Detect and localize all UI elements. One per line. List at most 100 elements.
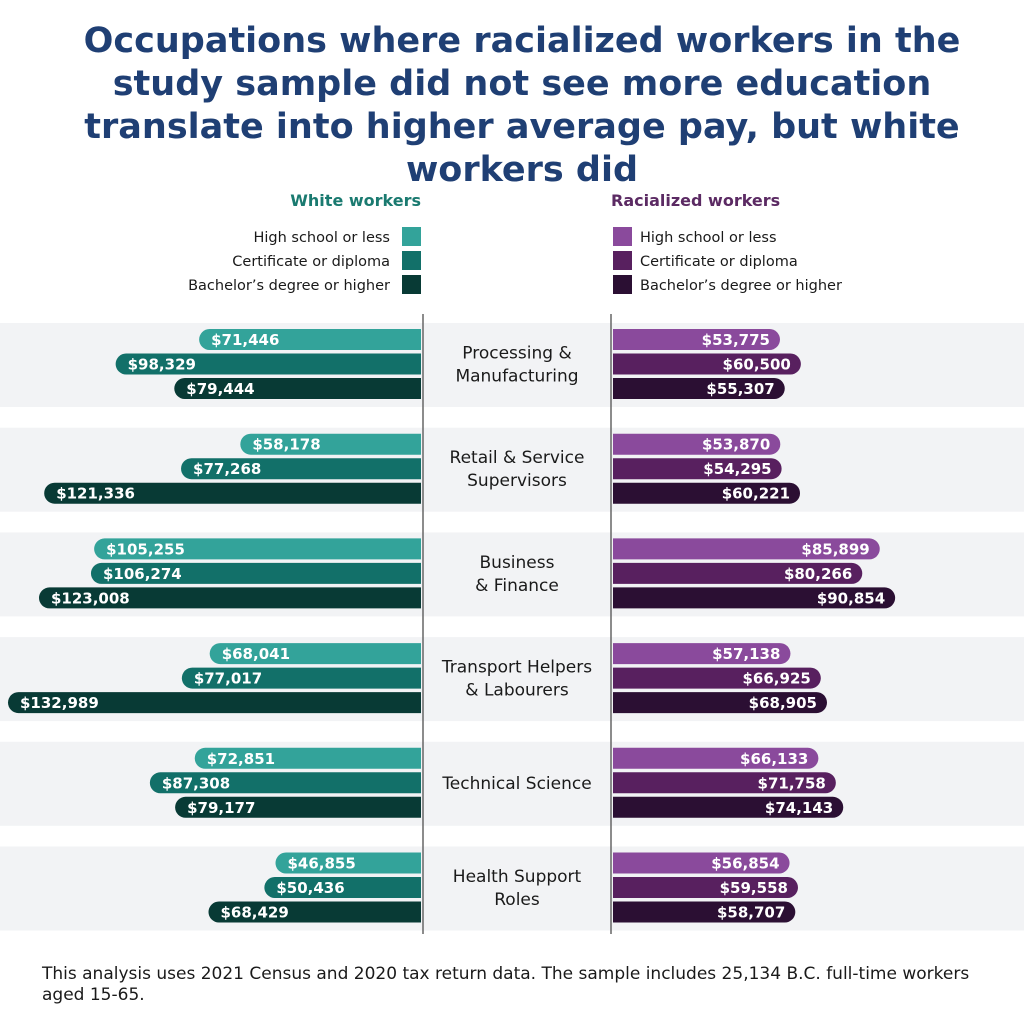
legend-swatch-white-bachelor-s-degree-or-higher: [402, 275, 421, 294]
bar-racialized-transport-helpers-labourers-bachelor-s-degree-or-higher: [613, 692, 827, 714]
bar-racialized-transport-helpers-labourers-high-school-or-less: [613, 643, 791, 665]
bar-white-health-support-roles-high-school-or-less: [275, 852, 421, 874]
bar-label-white-health-support-roles-high-school-or-less: $46,855: [287, 855, 355, 873]
bar-label-white-processing-manufacturing-certificate-or-diploma: $98,329: [128, 356, 196, 374]
category-label-retail-service-supervisors-line-2: Supervisors: [467, 471, 567, 491]
legend-title-white: White workers: [290, 191, 421, 210]
bar-label-racialized-processing-manufacturing-high-school-or-less: $53,775: [702, 331, 770, 349]
bar-label-racialized-retail-service-supervisors-bachelor-s-degree-or-higher: $60,221: [722, 485, 790, 503]
bar-label-racialized-retail-service-supervisors-high-school-or-less: $53,870: [702, 436, 770, 454]
category-label-transport-helpers-labourers-line-2: & Labourers: [465, 681, 569, 701]
category-label-health-support-roles-line-2: Roles: [494, 890, 540, 910]
bar-racialized-business-finance-high-school-or-less: [613, 538, 880, 560]
bar-white-transport-helpers-labourers-certificate-or-diploma: [181, 667, 421, 689]
bar-label-white-retail-service-supervisors-bachelor-s-degree-or-higher: $121,336: [56, 485, 135, 503]
bar-label-racialized-technical-science-high-school-or-less: $66,133: [740, 750, 808, 768]
bar-label-white-health-support-roles-bachelor-s-degree-or-higher: $68,429: [220, 904, 288, 922]
bar-white-transport-helpers-labourers-bachelor-s-degree-or-higher: [8, 692, 422, 714]
bar-label-white-retail-service-supervisors-high-school-or-less: $58,178: [252, 436, 320, 454]
bar-white-processing-manufacturing-certificate-or-diploma: [115, 353, 421, 375]
bar-label-racialized-processing-manufacturing-bachelor-s-degree-or-higher: $55,307: [706, 380, 774, 398]
bar-racialized-processing-manufacturing-bachelor-s-degree-or-higher: [613, 378, 785, 399]
bar-racialized-transport-helpers-labourers-certificate-or-diploma: [613, 667, 821, 689]
bar-label-racialized-transport-helpers-labourers-high-school-or-less: $57,138: [712, 645, 780, 663]
bar-label-racialized-processing-manufacturing-certificate-or-diploma: $60,500: [723, 356, 791, 374]
bar-label-racialized-technical-science-certificate-or-diploma: $71,758: [758, 774, 826, 792]
bar-racialized-technical-science-high-school-or-less: [613, 747, 819, 769]
bar-white-health-support-roles-certificate-or-diploma: [264, 877, 421, 898]
bar-white-processing-manufacturing-bachelor-s-degree-or-higher: [174, 378, 421, 399]
category-label-transport-helpers-labourers-line-1: Transport Helpers: [441, 658, 592, 678]
bar-racialized-business-finance-certificate-or-diploma: [613, 562, 863, 584]
bar-label-white-business-finance-certificate-or-diploma: $106,274: [103, 565, 182, 583]
bar-label-white-technical-science-bachelor-s-degree-or-higher: $79,177: [187, 799, 255, 817]
bar-white-business-finance-certificate-or-diploma: [90, 562, 422, 584]
bar-label-racialized-business-finance-certificate-or-diploma: $80,266: [784, 565, 852, 583]
bar-white-technical-science-bachelor-s-degree-or-higher: [175, 796, 421, 818]
bar-label-racialized-transport-helpers-labourers-certificate-or-diploma: $66,925: [743, 670, 811, 688]
bar-white-processing-manufacturing-high-school-or-less: [199, 329, 421, 350]
bar-label-racialized-health-support-roles-certificate-or-diploma: $59,558: [720, 879, 788, 897]
bar-white-transport-helpers-labourers-high-school-or-less: [209, 643, 421, 665]
bar-racialized-technical-science-certificate-or-diploma: [613, 772, 836, 794]
legend-label-white-certificate-or-diploma: Certificate or diploma: [232, 254, 390, 270]
category-bands: [0, 323, 1024, 931]
category-label-processing-manufacturing-line-1: Processing &: [462, 344, 571, 364]
category-label-processing-manufacturing-line-2: Manufacturing: [455, 367, 578, 387]
legend: White workers Racialized workers High scho…: [188, 191, 842, 294]
bar-label-white-processing-manufacturing-bachelor-s-degree-or-higher: $79,444: [186, 380, 254, 398]
bar-label-racialized-health-support-roles-bachelor-s-degree-or-higher: $58,707: [717, 904, 785, 922]
bar-white-technical-science-certificate-or-diploma: [149, 772, 421, 794]
chart-title: Occupations where racialized workers in …: [83, 21, 961, 190]
category-labels: Processing & Manufacturing Retail & Servic…: [441, 344, 592, 911]
bar-label-white-transport-helpers-labourers-high-school-or-less: $68,041: [222, 645, 290, 663]
bar-racialized-health-support-roles-bachelor-s-degree-or-higher: [613, 901, 796, 923]
bar-label-white-health-support-roles-certificate-or-diploma: $50,436: [276, 879, 344, 897]
bar-racialized-retail-service-supervisors-bachelor-s-degree-or-higher: [613, 482, 801, 504]
legend-label-white-high-school-or-less: High school or less: [253, 230, 390, 246]
legend-swatch-racialized-certificate-or-diploma: [613, 251, 632, 270]
bar-label-white-transport-helpers-labourers-bachelor-s-degree-or-higher: $132,989: [20, 694, 99, 712]
bar-racialized-technical-science-bachelor-s-degree-or-higher: [613, 796, 844, 818]
bar-racialized-health-support-roles-high-school-or-less: [613, 852, 790, 874]
bar-white-business-finance-high-school-or-less: [94, 538, 422, 560]
legend-label-racialized-bachelor-s-degree-or-higher: Bachelor’s degree or higher: [640, 278, 842, 294]
bar-label-white-business-finance-bachelor-s-degree-or-higher: $123,008: [51, 589, 130, 607]
bar-label-racialized-transport-helpers-labourers-bachelor-s-degree-or-higher: $68,905: [749, 694, 817, 712]
bar-white-technical-science-high-school-or-less: [194, 747, 421, 769]
bar-racialized-health-support-roles-certificate-or-diploma: [613, 877, 798, 898]
category-label-business-finance-line-1: Business: [480, 553, 555, 573]
bar-label-white-technical-science-certificate-or-diploma: $87,308: [162, 774, 230, 792]
footnote: This analysis uses 2021 Census and 2020 …: [42, 964, 970, 1005]
bar-white-retail-service-supervisors-bachelor-s-degree-or-higher: [44, 482, 421, 504]
bar-racialized-processing-manufacturing-certificate-or-diploma: [613, 353, 801, 375]
bar-white-retail-service-supervisors-certificate-or-diploma: [181, 458, 421, 480]
bar-white-retail-service-supervisors-high-school-or-less: [240, 433, 421, 455]
bar-label-white-technical-science-high-school-or-less: $72,851: [207, 750, 275, 768]
category-label-health-support-roles-line-1: Health Support: [453, 867, 582, 887]
bar-label-racialized-retail-service-supervisors-certificate-or-diploma: $54,295: [703, 460, 771, 478]
bars: $71,446 $53,775 $98,329 $60,500 $79,444 $55,3…: [8, 329, 896, 923]
axis-lines: [422, 314, 612, 934]
legend-label-racialized-certificate-or-diploma: Certificate or diploma: [640, 254, 798, 270]
bar-label-racialized-health-support-roles-high-school-or-less: $56,854: [711, 855, 779, 873]
bar-racialized-retail-service-supervisors-certificate-or-diploma: [613, 458, 782, 480]
category-label-business-finance-line-2: & Finance: [475, 576, 559, 596]
bar-label-white-retail-service-supervisors-certificate-or-diploma: $77,268: [193, 460, 261, 478]
legend-label-white-bachelor-s-degree-or-higher: Bachelor’s degree or higher: [188, 278, 390, 294]
legend-swatch-racialized-high-school-or-less: [613, 227, 632, 246]
bar-label-white-transport-helpers-labourers-certificate-or-diploma: $77,017: [194, 670, 262, 688]
bar-white-business-finance-bachelor-s-degree-or-higher: [38, 587, 422, 609]
bar-racialized-business-finance-bachelor-s-degree-or-higher: [613, 587, 896, 609]
legend-swatch-racialized-bachelor-s-degree-or-higher: [613, 275, 632, 294]
category-label-retail-service-supervisors-line-1: Retail & Service: [450, 448, 585, 468]
bar-label-white-business-finance-high-school-or-less: $105,255: [106, 540, 185, 558]
bar-racialized-retail-service-supervisors-high-school-or-less: [613, 433, 781, 455]
bar-label-racialized-technical-science-bachelor-s-degree-or-higher: $74,143: [765, 799, 833, 817]
legend-title-racialized: Racialized workers: [611, 191, 780, 210]
legend-swatch-white-high-school-or-less: [402, 227, 421, 246]
category-label-technical-science: Technical Science: [441, 774, 591, 794]
legend-swatch-white-certificate-or-diploma: [402, 251, 421, 270]
bar-label-white-processing-manufacturing-high-school-or-less: $71,446: [211, 331, 279, 349]
bar-racialized-processing-manufacturing-high-school-or-less: [613, 329, 780, 350]
